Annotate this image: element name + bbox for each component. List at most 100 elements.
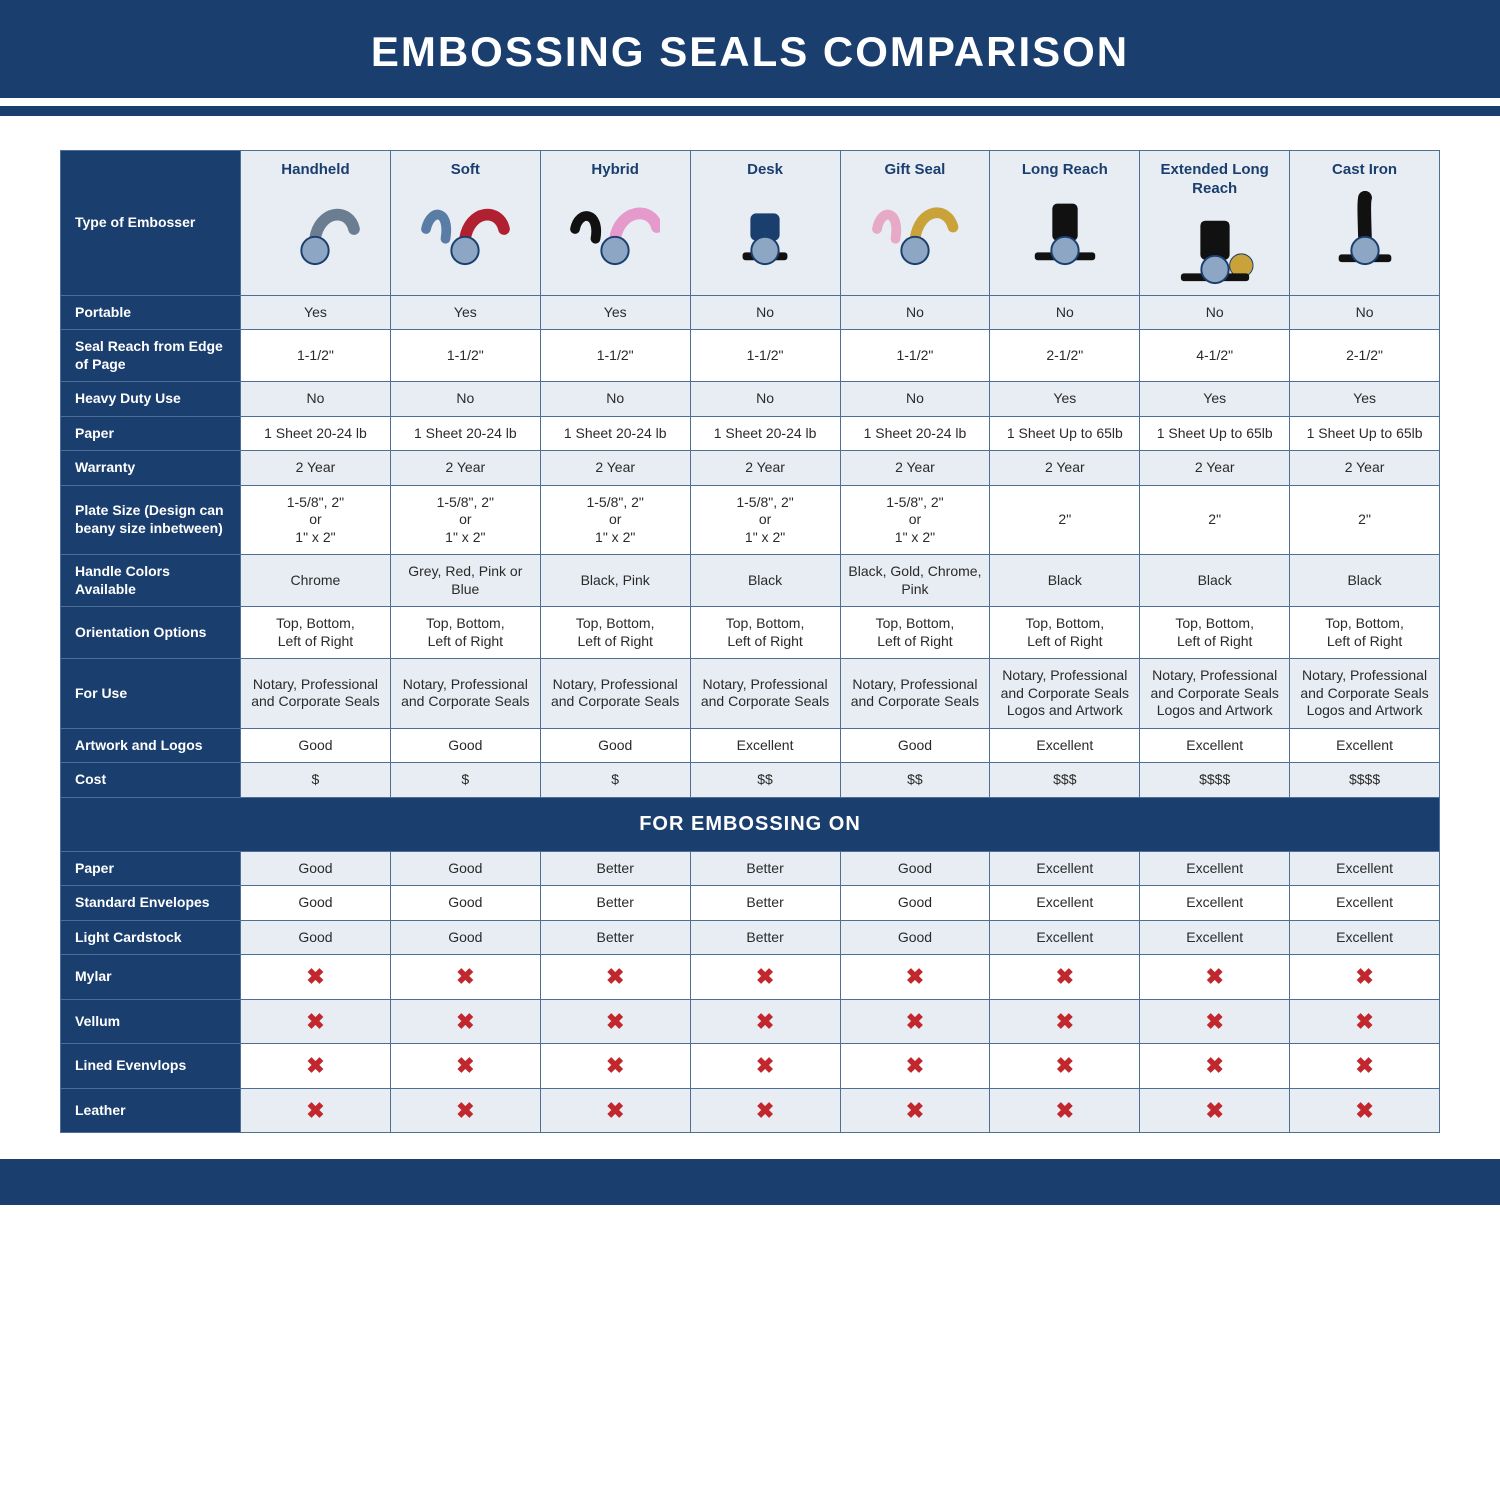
column-header: Desk	[690, 151, 840, 296]
row-label: Leather	[61, 1088, 241, 1133]
table-cell: ✖	[1140, 999, 1290, 1044]
table-cell: No	[840, 382, 990, 417]
table-cell: Good	[241, 728, 391, 763]
not-supported-icon: ✖	[906, 1053, 924, 1078]
table-cell: Excellent	[990, 851, 1140, 886]
column-label: Gift Seal	[847, 161, 984, 180]
row-label: Cost	[61, 763, 241, 798]
table-cell: Good	[241, 920, 391, 955]
table-cell: 1-1/2"	[540, 330, 690, 382]
divider-top	[0, 106, 1500, 116]
table-cell: No	[1140, 295, 1290, 330]
not-supported-icon: ✖	[1205, 1009, 1223, 1034]
table-cell: Notary, Professional and Corporate Seals	[540, 659, 690, 729]
table-cell: No	[540, 382, 690, 417]
table-cell: Notary, Professional and Corporate Seals…	[1290, 659, 1440, 729]
table-cell: Yes	[1290, 382, 1440, 417]
table-cell: Top, Bottom,Left of Right	[840, 607, 990, 659]
table-cell: Top, Bottom,Left of Right	[1290, 607, 1440, 659]
column-label: Long Reach	[996, 161, 1133, 180]
not-supported-icon: ✖	[906, 964, 924, 989]
table-cell: Better	[540, 920, 690, 955]
not-supported-icon: ✖	[906, 1098, 924, 1123]
table-cell: Excellent	[1140, 886, 1290, 921]
table-cell: $$	[840, 763, 990, 798]
table-row: Standard EnvelopesGoodGoodBetterBetterGo…	[61, 886, 1440, 921]
table-cell: Black, Gold, Chrome, Pink	[840, 555, 990, 607]
table-cell: Excellent	[1290, 886, 1440, 921]
embosser-product-icon	[547, 186, 684, 272]
table-cell: 1-5/8", 2"or1" x 2"	[690, 485, 840, 555]
table-cell: ✖	[1140, 955, 1290, 1000]
not-supported-icon: ✖	[606, 1098, 624, 1123]
not-supported-icon: ✖	[306, 1053, 324, 1078]
table-cell: Yes	[990, 382, 1140, 417]
table-cell: Good	[840, 886, 990, 921]
column-label: Desk	[697, 161, 834, 180]
table-cell: ✖	[840, 1044, 990, 1089]
table-cell: Excellent	[990, 886, 1140, 921]
table-row: Artwork and LogosGoodGoodGoodExcellentGo…	[61, 728, 1440, 763]
not-supported-icon: ✖	[606, 1053, 624, 1078]
table-cell: Good	[241, 851, 391, 886]
table-cell: Notary, Professional and Corporate Seals…	[1140, 659, 1290, 729]
table-cell: 2 Year	[1140, 451, 1290, 486]
table-cell: Top, Bottom,Left of Right	[241, 607, 391, 659]
not-supported-icon: ✖	[306, 1009, 324, 1034]
table-row: Plate Size (Design can beany size inbetw…	[61, 485, 1440, 555]
table-cell: $	[540, 763, 690, 798]
table-cell: Better	[690, 886, 840, 921]
table-cell: Black	[690, 555, 840, 607]
column-label: Soft	[397, 161, 534, 180]
table-cell: ✖	[540, 1088, 690, 1133]
table-cell: ✖	[690, 1088, 840, 1133]
column-header: Hybrid	[540, 151, 690, 296]
table-cell: 1-5/8", 2"or1" x 2"	[241, 485, 391, 555]
table-row: Mylar✖✖✖✖✖✖✖✖	[61, 955, 1440, 1000]
column-header: Handheld	[241, 151, 391, 296]
row-label: Portable	[61, 295, 241, 330]
table-cell: ✖	[840, 999, 990, 1044]
table-cell: ✖	[241, 999, 391, 1044]
row-label: Heavy Duty Use	[61, 382, 241, 417]
table-cell: $$	[690, 763, 840, 798]
table-cell: 2 Year	[241, 451, 391, 486]
table-cell: 4-1/2"	[1140, 330, 1290, 382]
table-cell: Yes	[540, 295, 690, 330]
row-label: Orientation Options	[61, 607, 241, 659]
title-bar: EMBOSSING SEALS COMPARISON	[0, 0, 1500, 98]
row-label: Paper	[61, 416, 241, 451]
table-cell: No	[690, 382, 840, 417]
table-cell: ✖	[390, 1088, 540, 1133]
table-cell: 2 Year	[540, 451, 690, 486]
table-cell: 2"	[1140, 485, 1290, 555]
table-cell: 1-5/8", 2"or1" x 2"	[390, 485, 540, 555]
table-row: PaperGoodGoodBetterBetterGoodExcellentEx…	[61, 851, 1440, 886]
table-cell: $	[390, 763, 540, 798]
table-cell: 2"	[990, 485, 1140, 555]
table-cell: ✖	[1290, 955, 1440, 1000]
table-cell: Notary, Professional and Corporate Seals	[241, 659, 391, 729]
not-supported-icon: ✖	[456, 1053, 474, 1078]
table-cell: ✖	[990, 1088, 1140, 1133]
table-row: Warranty2 Year2 Year2 Year2 Year2 Year2 …	[61, 451, 1440, 486]
page-title: EMBOSSING SEALS COMPARISON	[0, 28, 1500, 76]
table-cell: $$$$	[1290, 763, 1440, 798]
table-cell: Top, Bottom,Left of Right	[390, 607, 540, 659]
table-cell: ✖	[1290, 1088, 1440, 1133]
row-label: Seal Reach from Edge of Page	[61, 330, 241, 382]
table-cell: $	[241, 763, 391, 798]
table-row: Cost$$$$$$$$$$$$$$$$$$	[61, 763, 1440, 798]
row-label: For Use	[61, 659, 241, 729]
table-cell: ✖	[690, 999, 840, 1044]
not-supported-icon: ✖	[1056, 1098, 1074, 1123]
table-cell: 2 Year	[840, 451, 990, 486]
not-supported-icon: ✖	[1205, 1098, 1223, 1123]
table-cell: 2 Year	[1290, 451, 1440, 486]
table-cell: ✖	[840, 955, 990, 1000]
table-cell: Good	[241, 886, 391, 921]
table-cell: Excellent	[1290, 728, 1440, 763]
table-cell: Notary, Professional and Corporate Seals	[690, 659, 840, 729]
not-supported-icon: ✖	[306, 964, 324, 989]
column-label: Hybrid	[547, 161, 684, 180]
